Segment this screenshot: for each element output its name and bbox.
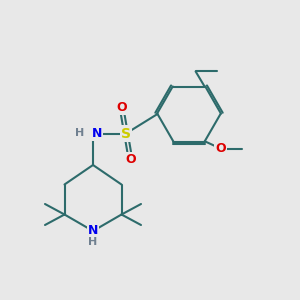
Text: N: N <box>88 224 98 238</box>
Text: N: N <box>92 127 102 140</box>
Text: H: H <box>88 237 98 248</box>
Text: H: H <box>75 128 84 139</box>
Text: O: O <box>116 101 127 114</box>
Text: S: S <box>121 127 131 140</box>
Text: O: O <box>215 142 226 155</box>
Text: O: O <box>125 153 136 166</box>
